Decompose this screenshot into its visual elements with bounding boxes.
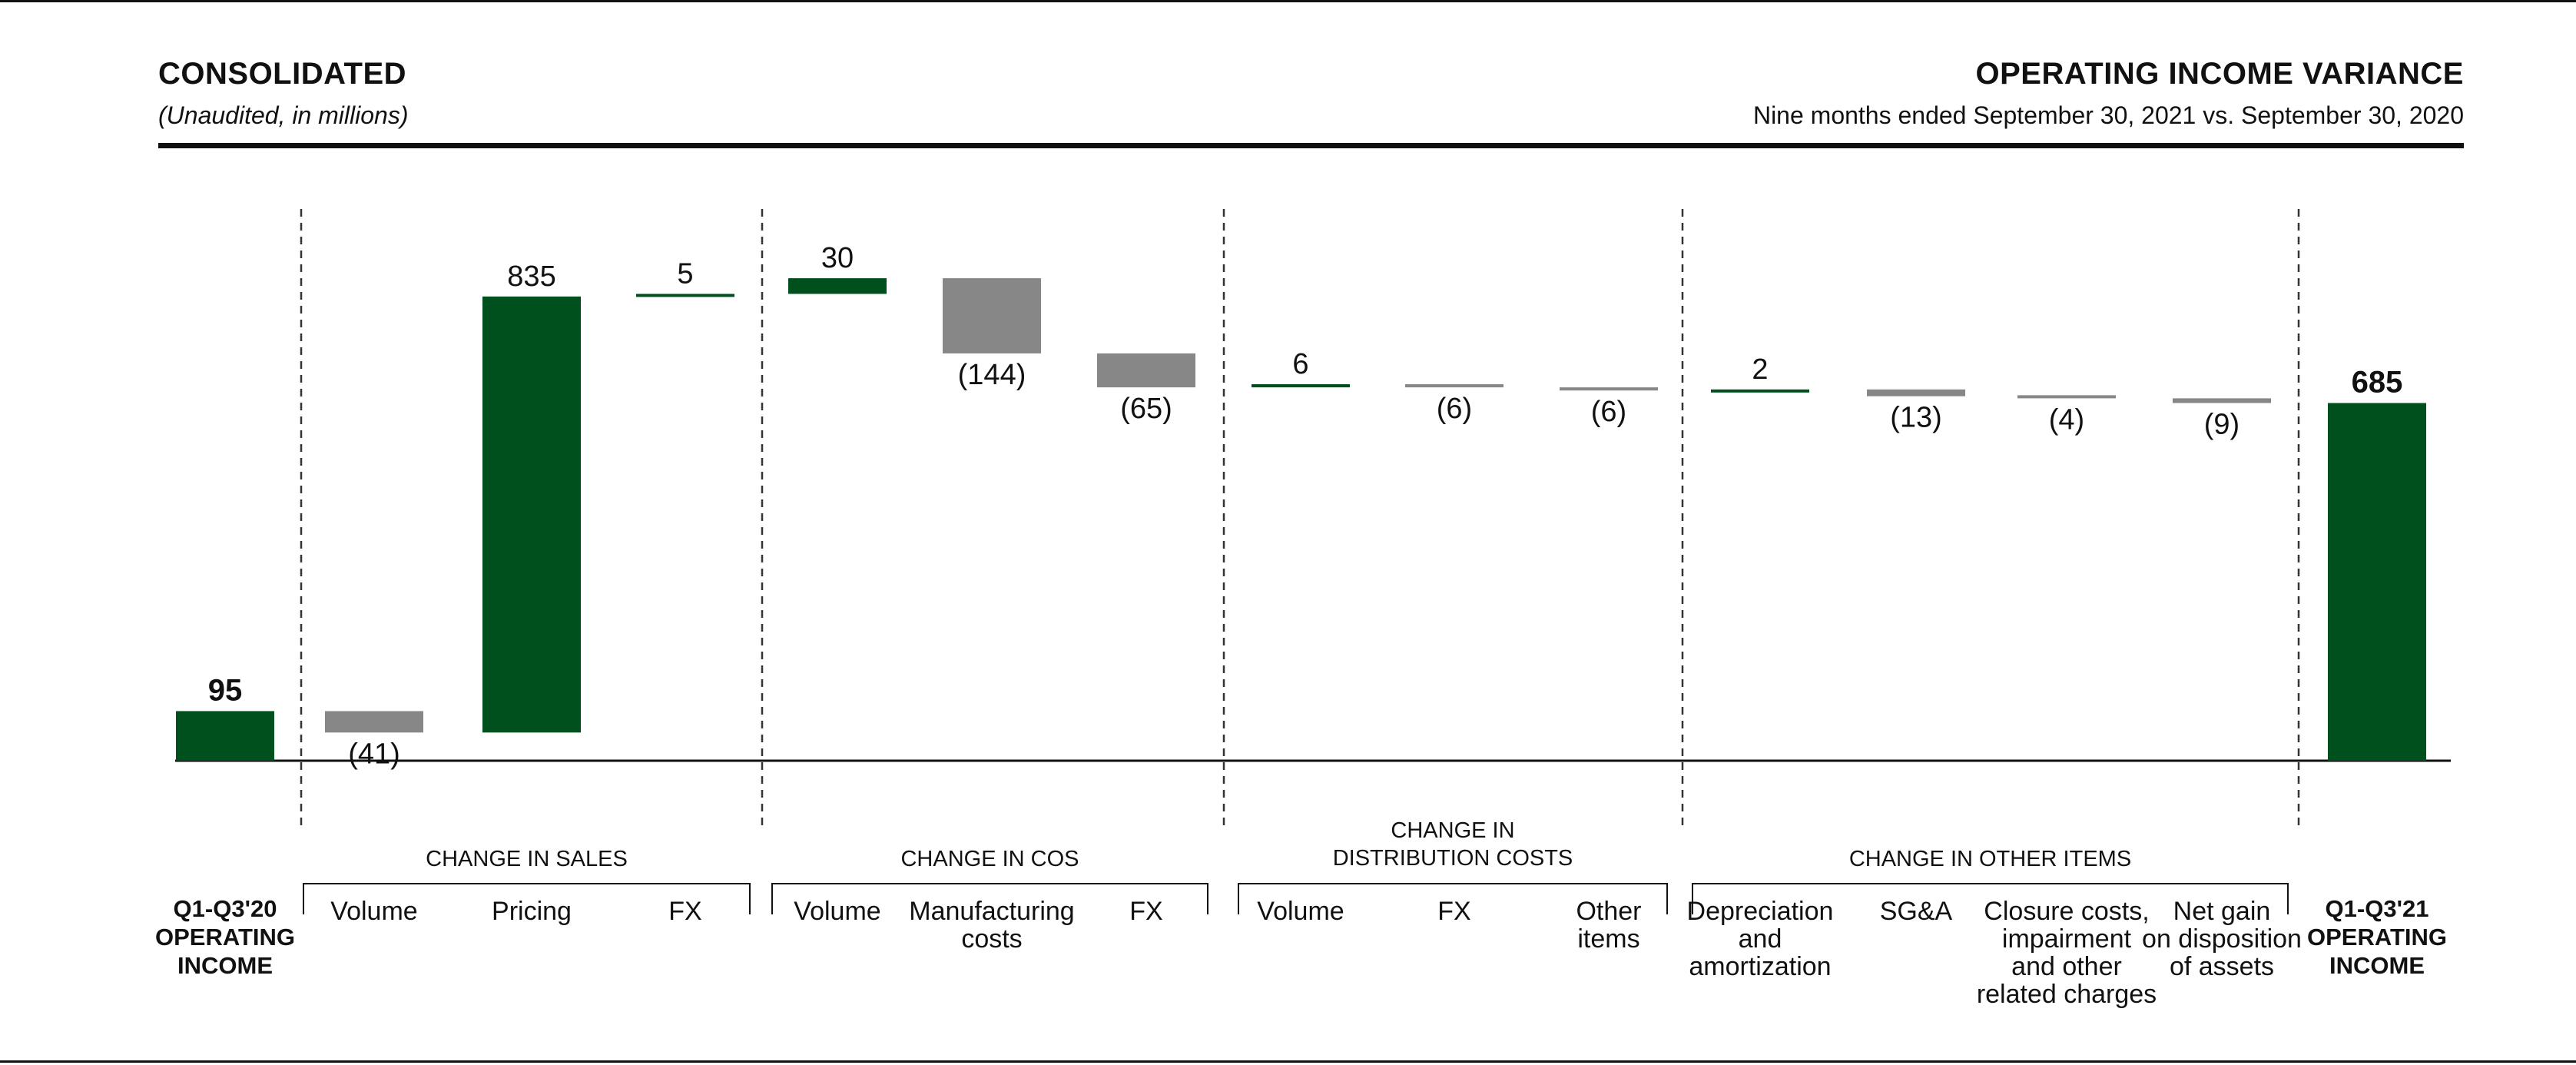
variance-bar bbox=[1867, 389, 1965, 396]
item-label: related charges bbox=[1977, 980, 2157, 1009]
item-label: Other bbox=[1576, 897, 1641, 926]
variance-bar bbox=[2173, 398, 2271, 403]
group-bracket bbox=[303, 883, 751, 914]
item-label: Volume bbox=[330, 897, 417, 926]
variance-bar bbox=[1405, 384, 1503, 388]
item-label: Closure costs, bbox=[1984, 897, 2149, 926]
end-category-label: Q1-Q3'21 bbox=[2326, 895, 2429, 922]
variance-bar bbox=[482, 296, 581, 733]
end-category-label: INCOME bbox=[2329, 952, 2425, 979]
item-label: costs bbox=[961, 924, 1022, 954]
group-title: CHANGE IN bbox=[1391, 818, 1514, 843]
group-bracket bbox=[1692, 883, 2289, 914]
variance-value-label: (6) bbox=[1437, 393, 1472, 425]
item-label: on disposition bbox=[2142, 924, 2302, 954]
units-note: (Unaudited, in millions) bbox=[158, 101, 409, 129]
item-label: of assets bbox=[2170, 952, 2274, 981]
item-label: impairment bbox=[2002, 924, 2132, 954]
item-label: and bbox=[1739, 924, 1782, 954]
start-bar bbox=[176, 711, 274, 761]
item-label: and other bbox=[2011, 952, 2122, 981]
chart-subtitle: Nine months ended September 30, 2021 vs.… bbox=[1752, 101, 2464, 129]
variance-value-label: (9) bbox=[2204, 408, 2239, 440]
group-title: CHANGE IN SALES bbox=[426, 847, 628, 871]
item-label: Manufacturing bbox=[909, 897, 1074, 926]
top-border bbox=[0, 0, 2576, 2]
variance-value-label: 835 bbox=[507, 260, 555, 293]
end-value-label: 685 bbox=[2352, 365, 2403, 399]
start-category-label: INCOME bbox=[177, 952, 273, 979]
group-title: CHANGE IN OTHER ITEMS bbox=[1849, 847, 2131, 871]
variance-value-label: (6) bbox=[1591, 396, 1626, 428]
item-label: Depreciation bbox=[1687, 897, 1834, 926]
variance-bar bbox=[1252, 384, 1350, 388]
item-label: Volume bbox=[1257, 897, 1344, 926]
variance-bar bbox=[1097, 353, 1195, 388]
bottom-border bbox=[0, 1060, 2576, 1063]
variance-value-label: 6 bbox=[1292, 348, 1308, 380]
item-label: amortization bbox=[1689, 952, 1831, 981]
start-value-label: 95 bbox=[208, 673, 243, 707]
variance-value-label: 30 bbox=[821, 242, 854, 274]
variance-value-label: (41) bbox=[348, 738, 400, 770]
variance-value-label: (65) bbox=[1120, 393, 1172, 425]
item-label: SG&A bbox=[1880, 897, 1953, 926]
variance-bar bbox=[788, 278, 887, 294]
item-label: FX bbox=[1129, 897, 1162, 926]
group-title: CHANGE IN COS bbox=[900, 847, 1079, 871]
header-rule bbox=[158, 143, 2464, 148]
chart-title: OPERATING INCOME VARIANCE bbox=[1975, 57, 2464, 91]
variance-bar bbox=[636, 294, 734, 297]
variance-bar bbox=[325, 711, 423, 733]
variance-bar bbox=[1560, 387, 1658, 391]
group-title: DISTRIBUTION COSTS bbox=[1333, 846, 1573, 871]
item-label: Net gain bbox=[2173, 897, 2271, 926]
item-label: FX bbox=[668, 897, 701, 926]
variance-value-label: 2 bbox=[1752, 353, 1768, 386]
end-bar bbox=[2328, 403, 2426, 761]
end-category-label: OPERATING bbox=[2307, 924, 2447, 951]
variance-bar bbox=[943, 278, 1041, 353]
item-label: Pricing bbox=[492, 897, 572, 926]
item-label: Volume bbox=[794, 897, 880, 926]
start-category-label: OPERATING bbox=[155, 924, 295, 951]
variance-bar bbox=[2017, 395, 2116, 399]
variance-value-label: 5 bbox=[677, 257, 693, 290]
variance-value-label: (13) bbox=[1890, 402, 1942, 434]
start-category-label: Q1-Q3'20 bbox=[174, 895, 277, 922]
group-bracket bbox=[771, 883, 1208, 914]
item-label: FX bbox=[1437, 897, 1470, 926]
item-label: items bbox=[1577, 924, 1639, 954]
variance-bar bbox=[1711, 389, 1809, 393]
report-title: CONSOLIDATED bbox=[158, 57, 407, 91]
variance-value-label: (144) bbox=[958, 359, 1026, 391]
variance-value-label: (4) bbox=[2049, 403, 2084, 436]
group-bracket bbox=[1238, 883, 1668, 914]
